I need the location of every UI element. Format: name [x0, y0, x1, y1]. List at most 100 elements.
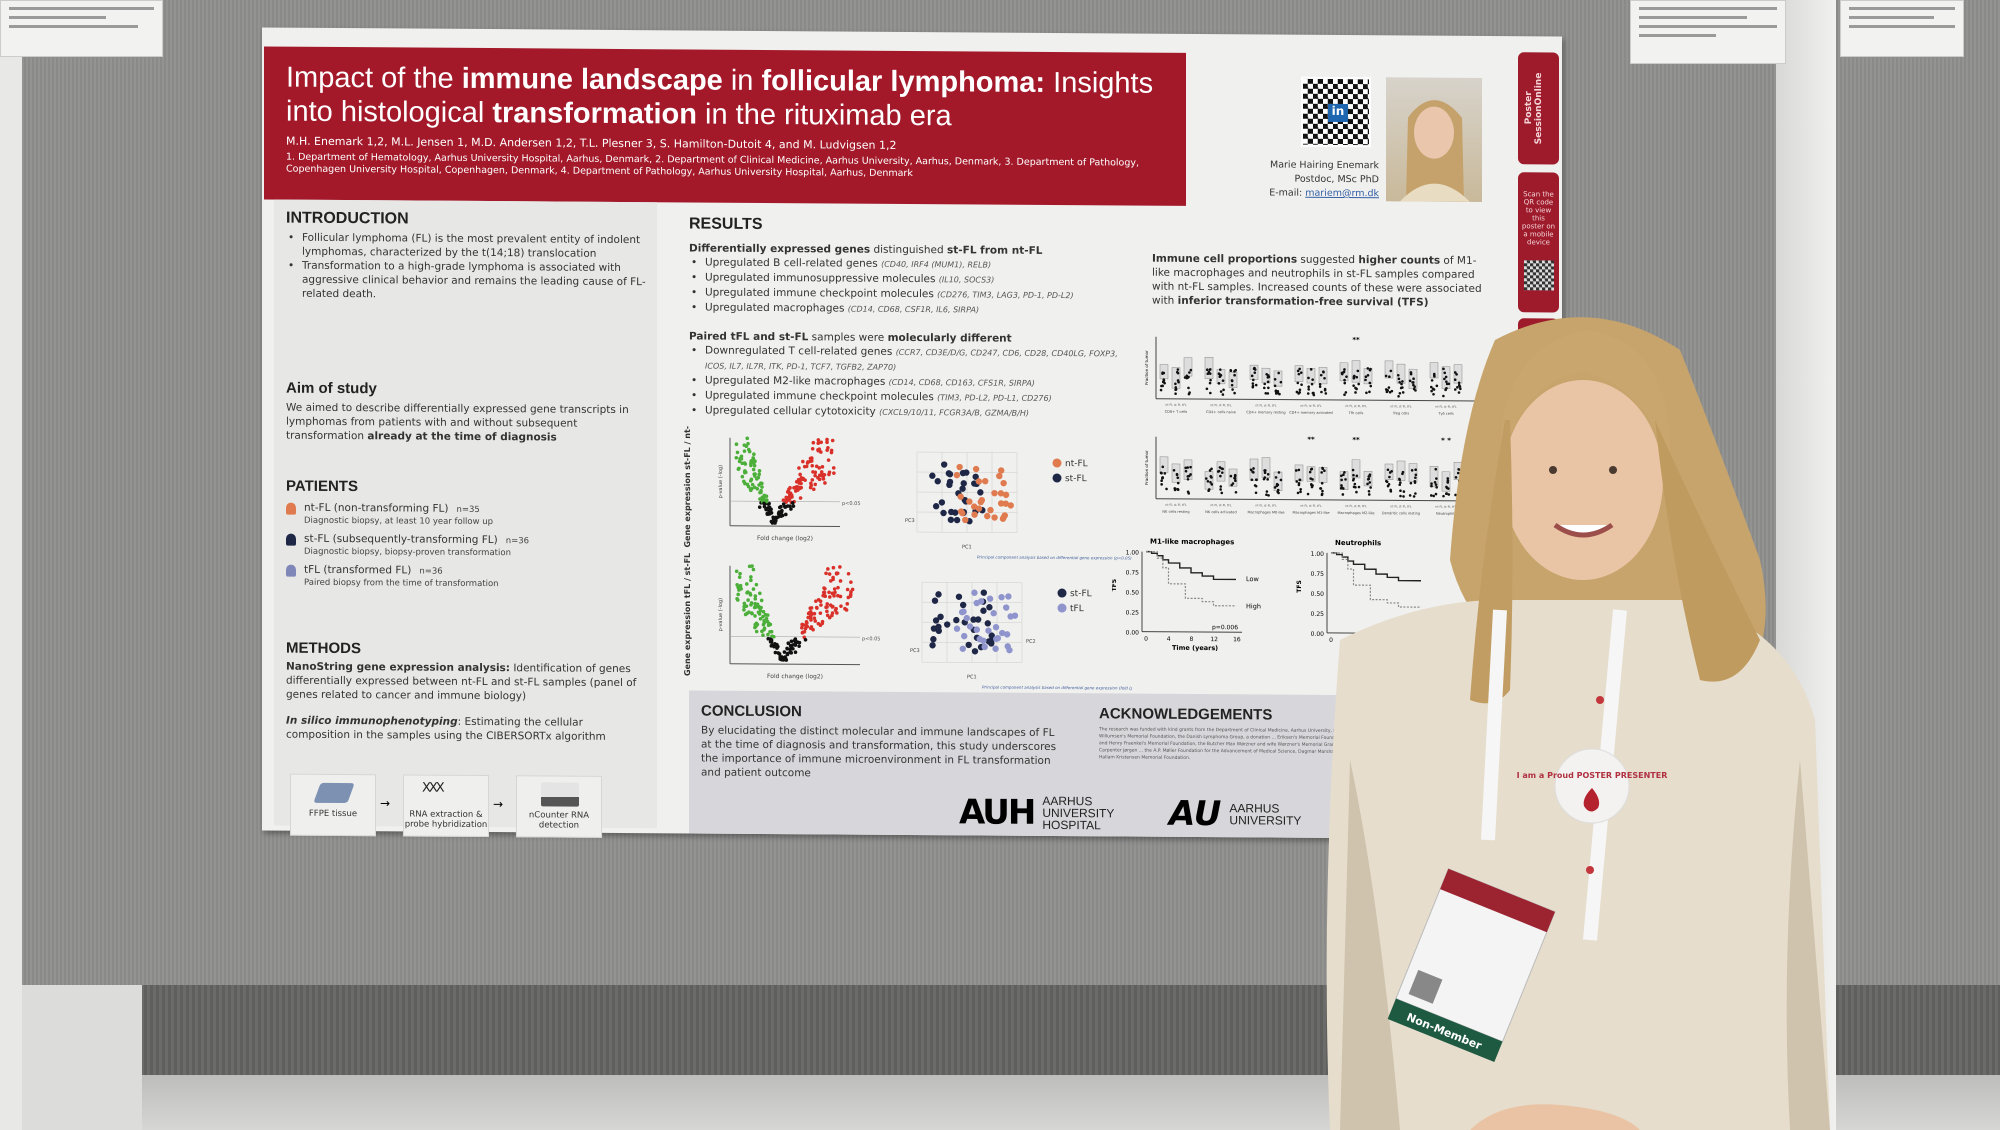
volcano-point	[825, 440, 829, 445]
volcano-point	[758, 497, 762, 501]
box-point	[1354, 485, 1357, 489]
volcano-point	[827, 590, 831, 595]
box-point	[1432, 494, 1435, 498]
km-y-tick: 0.75	[1311, 571, 1325, 578]
volcano-point	[757, 505, 762, 509]
box-point	[1299, 490, 1302, 494]
volcano-point	[757, 469, 762, 473]
box-point	[1321, 467, 1325, 470]
pca-point	[994, 634, 1002, 642]
km-title: Neutrophils	[1335, 539, 1381, 547]
box-point	[1230, 383, 1234, 387]
pca-point	[977, 498, 985, 506]
box-point	[1186, 466, 1190, 469]
volcano-point	[749, 578, 753, 583]
volcano-point	[791, 646, 795, 651]
box-point	[1189, 368, 1193, 372]
pca-grid	[917, 511, 1017, 513]
volcano-point	[769, 519, 774, 524]
pca-point	[961, 632, 968, 640]
box-point	[1445, 492, 1448, 496]
box-point	[1318, 385, 1322, 388]
volcano-point	[797, 644, 801, 648]
pca-point	[940, 509, 947, 517]
volcano-point	[753, 597, 758, 601]
box-point	[1355, 375, 1359, 379]
box-point	[1399, 481, 1402, 484]
volcano-point	[764, 494, 769, 498]
box-point	[1307, 385, 1310, 389]
volcano-point	[734, 442, 739, 447]
box-point	[1208, 368, 1212, 371]
box-point	[1309, 368, 1313, 371]
pca-point	[984, 512, 991, 520]
volcano-point	[769, 629, 774, 634]
volcano-point	[735, 598, 740, 602]
volcano-point	[757, 612, 762, 616]
box-point	[1414, 468, 1417, 471]
volcano-point	[786, 641, 791, 646]
box-point	[1410, 469, 1414, 472]
volcano-point	[788, 650, 792, 655]
km-y-tick: 0.25	[1311, 611, 1325, 618]
box-point	[1368, 381, 1372, 385]
volcano-point	[823, 586, 827, 591]
box-point	[1219, 374, 1223, 377]
pca-point	[957, 508, 965, 515]
km-y-label: TFS	[1112, 579, 1118, 592]
box-point	[1408, 494, 1412, 497]
volcano-point	[790, 501, 795, 505]
box-point	[1230, 379, 1234, 382]
legend-swatch	[1052, 458, 1062, 468]
box-point	[1456, 471, 1460, 475]
box-point	[1455, 373, 1458, 376]
box-point	[1297, 468, 1301, 472]
volcano-point	[798, 472, 802, 477]
box-point	[1307, 388, 1310, 391]
volcano-point	[798, 496, 803, 500]
pca-point	[1002, 604, 1010, 611]
box-point	[1454, 476, 1458, 479]
pca-point	[937, 613, 944, 620]
pca-point	[975, 478, 983, 485]
box-point	[1310, 467, 1314, 471]
volcano-point	[813, 482, 818, 487]
box-point	[1206, 479, 1210, 483]
pca-grid	[922, 641, 1022, 644]
box-point	[1400, 382, 1403, 386]
box-point	[1161, 476, 1164, 479]
box-point	[1454, 493, 1457, 497]
volcano-point	[808, 456, 813, 461]
box-point	[1217, 382, 1221, 385]
volcano-point	[831, 604, 835, 609]
box-point	[1263, 382, 1267, 386]
box-point	[1306, 492, 1310, 496]
board-frame-left	[0, 0, 22, 1130]
volcano-point	[838, 579, 843, 583]
volcano-point	[761, 495, 766, 499]
volcano-point	[804, 464, 809, 469]
volcano-point	[748, 593, 753, 597]
pca-point	[980, 607, 987, 614]
box-point	[1414, 473, 1418, 477]
volcano-point	[744, 604, 749, 608]
volcano-point	[734, 455, 739, 460]
significance-marker: * *	[1441, 437, 1451, 445]
pc2-label: PC2	[1026, 639, 1036, 645]
volcano-point	[834, 572, 839, 576]
threshold-label: p<0.05	[842, 501, 860, 507]
lanyard-left	[1481, 609, 1507, 841]
box-point	[1396, 373, 1400, 377]
volcano-point	[785, 652, 790, 657]
volcano-point	[788, 643, 793, 648]
volcano-point	[789, 507, 793, 511]
volcano-point	[736, 585, 740, 589]
volcano-point	[752, 452, 756, 457]
box-point	[1344, 391, 1348, 394]
box-point	[1274, 476, 1278, 479]
box-point	[1253, 371, 1257, 374]
box-point	[1398, 391, 1402, 395]
box-point	[1297, 372, 1301, 376]
volcano-point	[793, 643, 798, 647]
box-point	[1414, 476, 1417, 479]
